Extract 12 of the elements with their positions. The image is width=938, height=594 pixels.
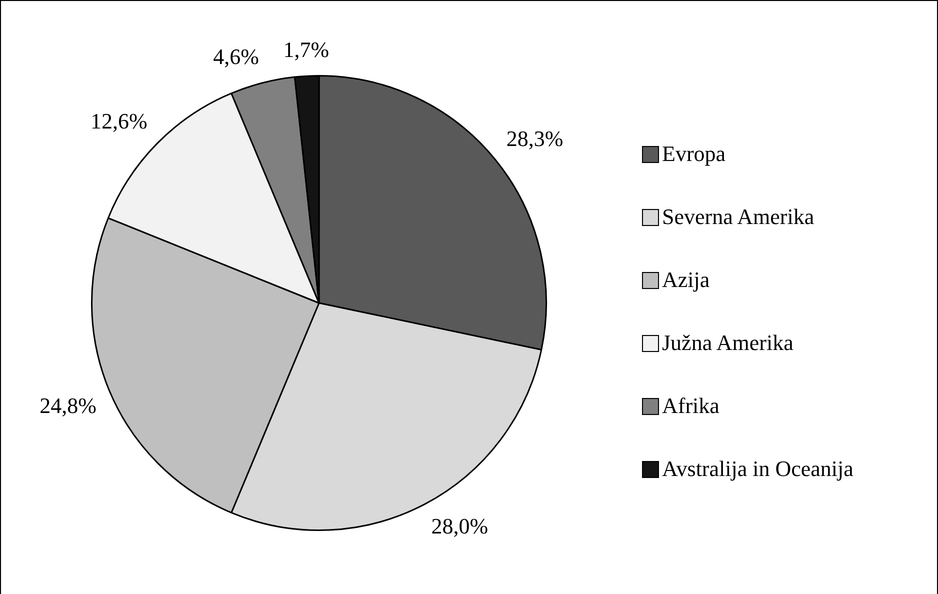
data-label: 28,3% [506, 126, 564, 151]
data-label: 4,6% [213, 44, 260, 70]
data-label: 1,7% [283, 36, 330, 62]
data-label: 28,0% [431, 513, 488, 538]
legend-label: Severna Amerika [662, 204, 814, 230]
legend-label: Južna Amerika [662, 330, 794, 356]
data-label: 12,6% [90, 108, 148, 134]
legend-label: Avstralija in Oceanija [662, 456, 854, 482]
legend-label: Afrika [662, 393, 720, 419]
legend-label: Evropa [662, 141, 726, 167]
legend-label: Azija [662, 267, 710, 293]
data-label: 24,8% [40, 392, 96, 418]
